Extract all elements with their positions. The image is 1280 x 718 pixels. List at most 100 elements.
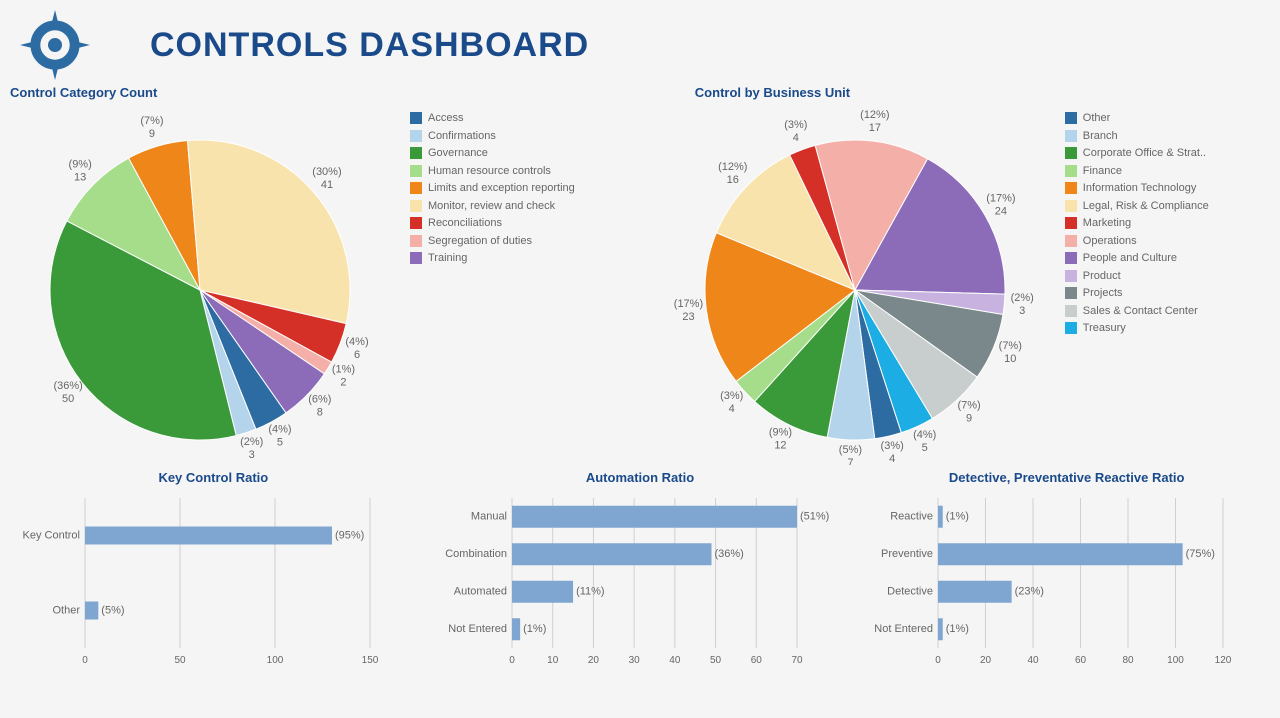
bottom-charts-row: Key Control Ratio 050100150Key Control(9…	[0, 465, 1280, 673]
top-charts-row: Control Category Count (4%)5(2%)3(36%)50…	[0, 85, 1280, 465]
bar-category-label: Combination	[445, 548, 507, 560]
control-business-unit-section: Control by Business Unit (3%)4(5%)7(9%)1…	[665, 85, 1270, 465]
bar	[938, 543, 1183, 565]
bar-value-label: (1%)	[946, 623, 969, 635]
legend-swatch	[410, 200, 422, 212]
legend-swatch	[1065, 147, 1077, 159]
pie-slice-value: 24	[995, 206, 1007, 218]
legend-swatch	[410, 252, 422, 264]
control-business-unit-pie: (3%)4(5%)7(9%)12(3%)4(17%)23(12%)16(3%)4…	[665, 105, 1065, 465]
pie-slice-pct: (12%)	[860, 109, 889, 121]
bar	[85, 527, 332, 545]
legend-label: Corporate Office & Strat..	[1083, 145, 1206, 162]
legend-swatch	[1065, 252, 1077, 264]
bar	[938, 506, 943, 528]
legend-label: Finance	[1083, 163, 1122, 180]
legend-swatch	[410, 112, 422, 124]
control-category-legend: AccessConfirmationsGovernanceHuman resou…	[410, 110, 575, 268]
page-title: CONTROLS DASHBOARD	[150, 26, 589, 65]
bar	[938, 618, 943, 640]
control-category-section: Control Category Count (4%)5(2%)3(36%)50…	[10, 85, 665, 465]
bar-value-label: (1%)	[946, 511, 969, 523]
pie-slice-value: 13	[74, 171, 86, 183]
bar-category-label: Automated	[453, 586, 506, 598]
legend-label: Human resource controls	[428, 163, 551, 180]
key-control-ratio-section: Key Control Ratio 050100150Key Control(9…	[10, 470, 417, 673]
legend-swatch	[410, 147, 422, 159]
x-axis-tick: 10	[547, 655, 559, 666]
legend-swatch	[410, 165, 422, 177]
legend-label: Confirmations	[428, 128, 496, 145]
legend-label: Branch	[1083, 128, 1118, 145]
pie-slice-pct: (5%)	[839, 444, 862, 456]
legend-label: Training	[428, 250, 467, 267]
pie-slice-value: 4	[889, 453, 895, 465]
pie-slice-value: 10	[1004, 353, 1016, 365]
legend-label: Segregation of duties	[428, 233, 532, 250]
legend-item: Reconciliations	[410, 215, 575, 232]
legend-item: Product	[1065, 268, 1209, 285]
bar-value-label: (1%)	[523, 623, 546, 635]
legend-label: Legal, Risk & Compliance	[1083, 198, 1209, 215]
pie-slice-pct: (4%)	[345, 336, 368, 348]
pie-slice-value: 9	[966, 412, 972, 424]
dpr-ratio-section: Detective, Preventative Reactive Ratio 0…	[863, 470, 1270, 673]
bar-value-label: (75%)	[1186, 548, 1215, 560]
automation-ratio-chart: 010203040506070Manual(51%)Combination(36…	[437, 493, 837, 668]
legend-item: Corporate Office & Strat..	[1065, 145, 1209, 162]
legend-item: Treasury	[1065, 320, 1209, 337]
legend-item: Marketing	[1065, 215, 1209, 232]
x-axis-tick: 0	[936, 655, 942, 666]
legend-label: Sales & Contact Center	[1083, 303, 1198, 320]
pie-slice-pct: (30%)	[312, 166, 341, 178]
pie-slice-value: 4	[793, 132, 799, 144]
x-axis-tick: 40	[669, 655, 681, 666]
legend-swatch	[1065, 217, 1077, 229]
legend-item: People and Culture	[1065, 250, 1209, 267]
legend-item: Branch	[1065, 128, 1209, 145]
legend-label: Marketing	[1083, 215, 1131, 232]
legend-swatch	[410, 182, 422, 194]
pie-slice-pct: (36%)	[53, 380, 82, 392]
pie-slice-pct: (2%)	[1010, 292, 1033, 304]
bar-category-label: Manual	[471, 511, 507, 523]
bar-value-label: (51%)	[800, 511, 829, 523]
bar-category-label: Key Control	[23, 529, 80, 541]
legend-label: Operations	[1083, 233, 1137, 250]
x-axis-tick: 0	[82, 655, 88, 666]
legend-swatch	[1065, 182, 1077, 194]
x-axis-tick: 150	[362, 655, 379, 666]
legend-item: Limits and exception reporting	[410, 180, 575, 197]
legend-label: Access	[428, 110, 463, 127]
pie-slice-value: 16	[726, 174, 738, 186]
legend-item: Legal, Risk & Compliance	[1065, 198, 1209, 215]
pie-slice-pct: (3%)	[720, 390, 743, 402]
pie-slice-value: 41	[321, 179, 333, 191]
legend-swatch	[1065, 112, 1077, 124]
pie-slice-value: 3	[1019, 305, 1025, 317]
x-axis-tick: 30	[628, 655, 640, 666]
legend-swatch	[1065, 270, 1077, 282]
pie-slice-pct: (12%)	[718, 161, 747, 173]
pie-slice-value: 5	[921, 442, 927, 454]
bar	[512, 618, 520, 640]
bar-category-label: Preventive	[881, 548, 933, 560]
x-axis-tick: 80	[1123, 655, 1135, 666]
pie-slice-pct: (17%)	[986, 193, 1015, 205]
legend-item: Confirmations	[410, 128, 575, 145]
control-category-title: Control Category Count	[10, 85, 665, 100]
bar	[85, 602, 98, 620]
legend-item: Sales & Contact Center	[1065, 303, 1209, 320]
key-control-ratio-chart: 050100150Key Control(95%)Other(5%)	[10, 493, 410, 668]
pie-slice-pct: (6%)	[308, 394, 331, 406]
bar-category-label: Other	[52, 604, 80, 616]
legend-swatch	[410, 235, 422, 247]
pie-slice-pct: (1%)	[332, 363, 355, 375]
pie-slice-pct: (4%)	[268, 424, 291, 436]
legend-item: Governance	[410, 145, 575, 162]
legend-swatch	[1065, 322, 1077, 334]
pie-slice-value: 12	[774, 440, 786, 452]
control-business-unit-legend: OtherBranchCorporate Office & Strat..Fin…	[1065, 110, 1209, 338]
dpr-ratio-title: Detective, Preventative Reactive Ratio	[863, 470, 1270, 485]
bar-value-label: (5%)	[101, 604, 124, 616]
